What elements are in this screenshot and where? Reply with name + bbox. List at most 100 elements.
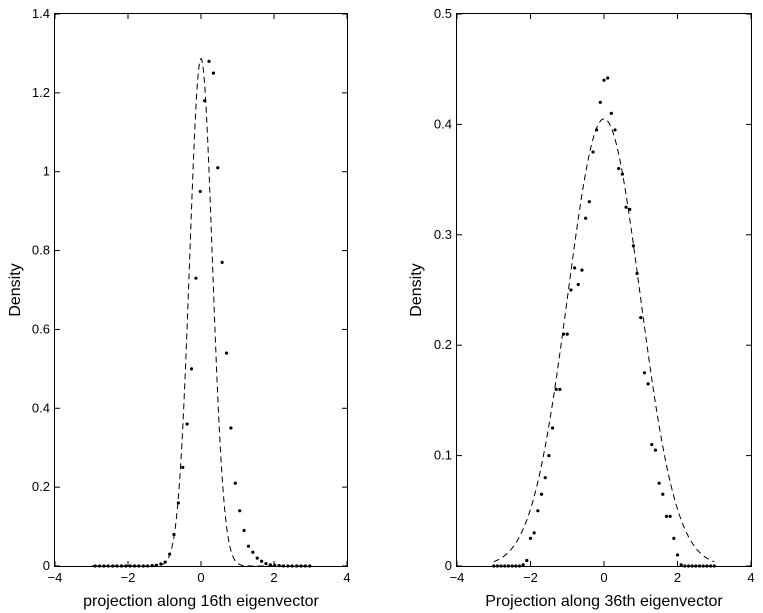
right-data-point xyxy=(628,207,632,212)
left-data-point xyxy=(268,563,272,567)
right-plot-frame xyxy=(456,13,752,567)
right-x-tick-label: 2 xyxy=(674,570,681,585)
left-data-point xyxy=(281,564,286,568)
left-data-point xyxy=(259,559,264,563)
right-data-point xyxy=(624,205,628,209)
left-data-point xyxy=(176,501,180,505)
left-data-point xyxy=(150,564,154,568)
right-data-point xyxy=(573,266,577,270)
left-data-point xyxy=(124,564,128,568)
right-data-point xyxy=(631,244,636,248)
left-x-axis-label: projection along 16th eigenvector xyxy=(83,593,319,610)
right-data-point xyxy=(569,288,573,292)
right-data-point xyxy=(554,387,558,391)
left-data-point xyxy=(97,564,102,568)
left-data-point xyxy=(128,564,132,568)
left-data-point xyxy=(295,564,299,568)
right-axis-ticks xyxy=(456,13,752,567)
right-data-point xyxy=(686,564,691,568)
right-data-point xyxy=(495,564,500,568)
right-data-point xyxy=(701,564,705,568)
left-y-tick-label: 1.4 xyxy=(32,6,50,21)
right-data-point xyxy=(584,216,588,220)
right-data-point xyxy=(675,553,680,557)
left-data-point xyxy=(189,367,194,371)
right-x-tick-label: −4 xyxy=(450,570,465,585)
right-data-point xyxy=(517,564,522,568)
left-y-tick-label: 0.6 xyxy=(32,321,50,336)
left-data-point xyxy=(93,564,97,568)
right-data-point xyxy=(595,128,599,132)
right-data-point xyxy=(609,111,613,115)
right-data-point xyxy=(694,564,698,568)
left-data-point xyxy=(106,564,110,568)
left-data-point xyxy=(181,465,185,470)
left-data-point xyxy=(159,562,163,566)
left-chart: −4 −2 0 2 4 0 0.2 0.4 0.6 0.8 1 1.2 1.4 projection … xyxy=(7,6,351,610)
left-axis-ticks xyxy=(54,13,348,567)
right-data-point xyxy=(664,514,669,518)
right-data-point xyxy=(536,509,540,513)
left-data-point xyxy=(137,564,141,568)
right-fitted-curve xyxy=(493,118,715,563)
left-data-point xyxy=(216,166,220,170)
left-data-point xyxy=(119,564,124,568)
right-x-axis-label: Projection along 36th eigenvector xyxy=(485,593,723,610)
left-data-point xyxy=(299,564,303,568)
left-data-point xyxy=(238,509,242,513)
right-data-point xyxy=(617,166,621,171)
left-y-tick-label: 1 xyxy=(43,164,50,179)
right-data-point xyxy=(613,128,617,132)
right-data-point xyxy=(653,448,658,452)
right-data-point xyxy=(532,531,536,535)
left-data-point xyxy=(290,564,294,568)
right-y-tick-label: 0 xyxy=(445,558,452,573)
right-y-tick-label: 0.3 xyxy=(434,227,452,242)
left-data-point xyxy=(224,351,229,355)
right-data-point xyxy=(525,558,529,563)
left-x-tick-label: 0 xyxy=(197,570,204,585)
right-y-tick-label: 0.2 xyxy=(434,337,452,352)
right-data-point xyxy=(528,536,533,541)
right-data-point xyxy=(635,271,639,276)
right-x-tick-labels: −4 −2 0 2 4 xyxy=(450,570,755,585)
left-data-point xyxy=(246,544,251,548)
right-data-point xyxy=(661,492,665,496)
right-chart: −4 −2 0 2 4 0 0.1 0.2 0.3 0.4 0.5 Projection alon… xyxy=(408,6,755,610)
right-data-points xyxy=(492,76,716,568)
left-data-point xyxy=(154,563,159,567)
right-data-point xyxy=(543,476,547,480)
left-y-tick-label: 0 xyxy=(43,558,50,573)
right-data-point xyxy=(639,316,643,320)
left-x-tick-label: −2 xyxy=(121,570,136,585)
right-data-point xyxy=(587,200,591,204)
right-data-point xyxy=(668,514,672,518)
left-data-point xyxy=(308,564,312,568)
left-data-point xyxy=(146,564,150,568)
left-data-point xyxy=(115,564,119,568)
left-data-point xyxy=(229,426,233,430)
right-data-point xyxy=(672,536,676,541)
left-data-point xyxy=(233,481,237,485)
left-fitted-curve xyxy=(91,57,311,567)
left-data-point xyxy=(198,189,202,194)
right-x-tick-label: 0 xyxy=(600,570,607,585)
left-data-point xyxy=(220,260,224,264)
right-data-point xyxy=(503,564,507,568)
left-data-point xyxy=(273,563,277,567)
left-data-points xyxy=(93,59,312,568)
right-data-point xyxy=(539,492,544,496)
right-data-point xyxy=(598,100,602,104)
right-data-point xyxy=(565,332,569,336)
left-y-tick-label: 1.2 xyxy=(32,85,50,100)
left-data-point xyxy=(255,556,259,560)
left-data-point xyxy=(277,564,281,568)
right-data-point xyxy=(705,564,709,568)
left-y-tick-label: 0.8 xyxy=(32,243,50,258)
right-y-tick-label: 0.1 xyxy=(434,448,452,463)
left-data-point xyxy=(286,564,290,568)
right-data-point xyxy=(591,150,595,154)
right-data-point xyxy=(580,268,584,272)
left-x-tick-label: 4 xyxy=(343,570,350,585)
